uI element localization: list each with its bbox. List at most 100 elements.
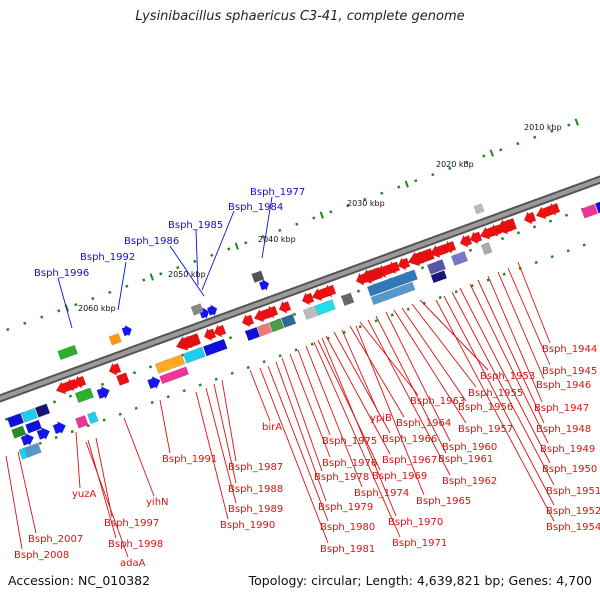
gene-label-reverse: Bsph_1949 — [540, 444, 595, 455]
forward-gene-arrow — [206, 304, 218, 317]
forward-gene-arrow — [121, 324, 132, 338]
gene-block — [268, 318, 285, 333]
gene-leader-line — [213, 383, 237, 484]
gene-leader-line — [57, 277, 73, 329]
gene-block — [251, 270, 265, 283]
gene-label-reverse: Bsph_1976 — [322, 458, 377, 469]
reverse-gene-arrow — [323, 284, 337, 298]
ruler-tick — [533, 135, 537, 140]
gene-leader-line — [205, 387, 237, 504]
ruler-tick — [176, 265, 180, 270]
ruler-tick — [40, 315, 44, 319]
gene-leader-line — [507, 267, 551, 366]
inner-tick — [278, 354, 282, 358]
gene-leader-line — [375, 315, 447, 454]
gene-leader-line — [401, 307, 467, 402]
ruler-tick — [516, 141, 520, 146]
ruler-tick — [482, 154, 486, 158]
gene-label-reverse: Bsph_1952 — [546, 506, 600, 517]
inner-tick — [70, 429, 74, 434]
forward-gene-arrow — [147, 376, 161, 390]
gene-leader-line — [305, 345, 363, 488]
gene-leader-line — [355, 325, 425, 496]
gene-leader-line — [385, 311, 451, 442]
gene-label-reverse: Bsph_1951 — [546, 486, 600, 497]
gene-label-reverse: Bsph_1979 — [318, 502, 373, 513]
gene-block — [116, 372, 130, 386]
gene-block — [6, 412, 25, 428]
ruler-label: 2030 kbp — [347, 199, 385, 208]
gene-label-reverse: birA — [262, 422, 282, 433]
reverse-gene-arrow — [108, 362, 122, 376]
gene-label-reverse: Bsph_1950 — [542, 464, 597, 475]
ruler-major-tick — [404, 180, 409, 188]
gene-label-reverse: adaA — [120, 558, 146, 569]
gene-block — [594, 198, 600, 214]
inner-tick — [420, 266, 425, 270]
ruler-tick — [312, 216, 316, 220]
inner-tick — [454, 290, 458, 294]
forward-gene-arrow — [36, 426, 51, 441]
gene-leader-line — [259, 367, 329, 544]
gene-block — [450, 251, 469, 266]
gene-block — [426, 259, 446, 275]
reverse-gene-arrow — [547, 202, 561, 216]
gene-leader-line — [297, 349, 331, 436]
gene-label-reverse: Bsph_1961 — [438, 454, 493, 465]
inner-tick — [4, 417, 9, 422]
gene-block — [87, 411, 99, 425]
inner-tick — [532, 225, 537, 229]
gene-leader-line — [469, 283, 549, 444]
ruler-tick — [397, 185, 401, 189]
inner-tick — [182, 389, 186, 393]
inner-tick — [166, 395, 170, 399]
ruler-tick — [57, 309, 61, 313]
reverse-gene-arrow — [429, 243, 449, 259]
gene-label-reverse: Bsph_1998 — [108, 539, 163, 550]
gene-leader-line — [367, 319, 451, 476]
ruler-tick — [6, 327, 10, 332]
gene-leader-line — [497, 271, 545, 380]
gene-leader-line — [393, 309, 467, 424]
gene-leader-line — [313, 341, 401, 538]
gene-leader-line — [487, 275, 543, 403]
gene-label-reverse: ypiB — [370, 413, 392, 424]
gene-label-reverse: Bsph_1964 — [396, 418, 451, 429]
reverse-gene-arrow — [203, 327, 217, 342]
inner-tick — [438, 295, 442, 300]
ruler-tick — [278, 228, 282, 233]
gene-label-reverse: Bsph_1978 — [314, 472, 369, 483]
gene-leader-line — [75, 431, 81, 489]
inner-tick — [230, 371, 234, 375]
gene-block — [480, 242, 493, 256]
reverse-gene-arrow — [359, 266, 383, 284]
inner-tick — [150, 400, 154, 405]
gene-leader-line — [221, 379, 237, 462]
gene-block — [74, 387, 94, 404]
inner-tick — [148, 365, 153, 369]
inner-tick — [214, 377, 218, 381]
forward-gene-arrow — [96, 386, 110, 400]
gene-leader-line — [159, 399, 171, 454]
gene-label-reverse: Bsph_1991 — [162, 454, 217, 465]
ruler-tick — [125, 284, 129, 288]
gene-block — [256, 322, 273, 337]
gene-label-reverse: Bsph_1967 — [382, 455, 437, 466]
gene-leader-line — [123, 417, 155, 497]
reverse-gene-arrow — [301, 292, 315, 306]
gene-leader-line — [267, 365, 329, 522]
gene-leader-line — [451, 291, 555, 486]
gene-leader-line — [5, 455, 23, 550]
gene-label-reverse: Bsph_1990 — [220, 520, 275, 531]
reverse-gene-arrow — [213, 324, 227, 338]
gene-label-forward: Bsph_1985 — [168, 220, 223, 231]
reverse-gene-arrow — [241, 314, 255, 328]
inner-tick — [54, 435, 58, 440]
reverse-gene-arrow — [65, 378, 79, 392]
ruler-tick — [193, 259, 197, 264]
inner-tick — [310, 342, 314, 346]
ruler-tick — [431, 172, 435, 177]
inner-tick — [500, 236, 505, 241]
